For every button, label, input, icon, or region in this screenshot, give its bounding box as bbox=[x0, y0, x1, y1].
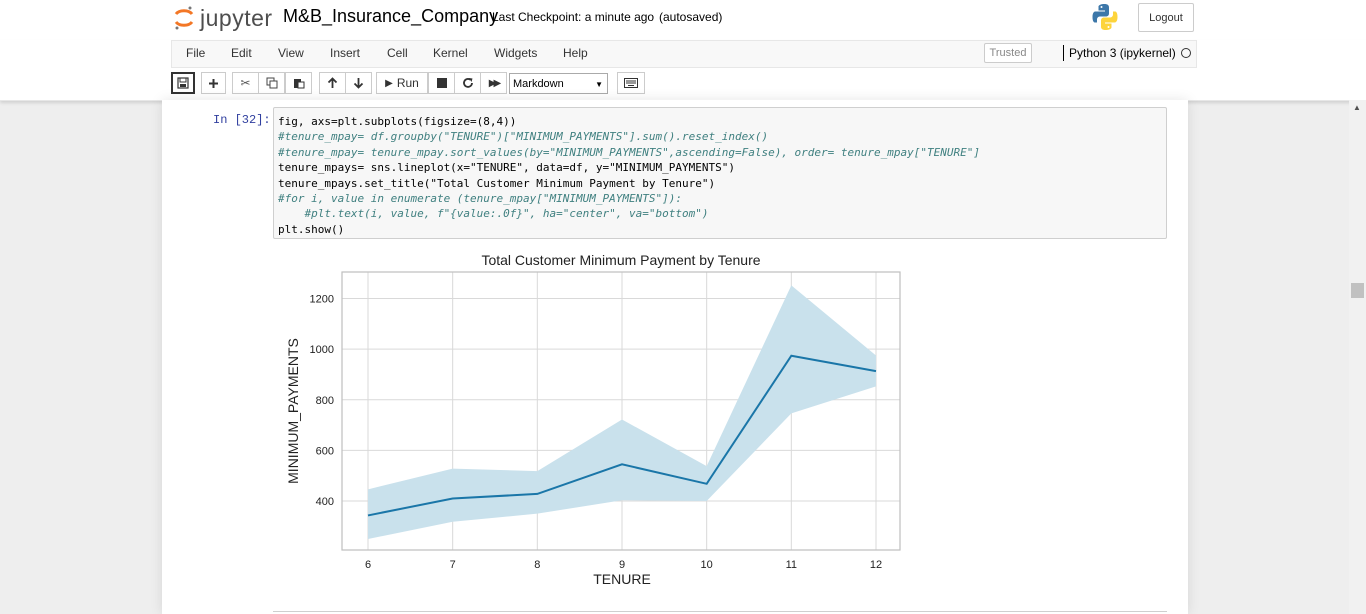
logo-text: jupyter bbox=[200, 4, 273, 31]
y-tick-label: 1200 bbox=[310, 294, 334, 306]
checkpoint-status: Last Checkpoint: a minute ago bbox=[492, 10, 655, 24]
scissors-icon: ✂ bbox=[240, 76, 251, 90]
code-cell-input[interactable]: fig, axs=plt.subplots(figsize=(8,4)) #te… bbox=[273, 107, 1167, 239]
code-line-6: #for i, value in enumerate (tenure_mpay[… bbox=[278, 192, 682, 206]
code-line-3: #tenure_mpay= tenure_mpay.sort_values(by… bbox=[278, 145, 980, 159]
x-tick-label: 10 bbox=[701, 559, 713, 571]
y-tick-label: 600 bbox=[316, 445, 334, 457]
insert-cell-button[interactable] bbox=[201, 72, 226, 94]
x-tick-label: 12 bbox=[870, 559, 882, 571]
save-icon bbox=[177, 77, 189, 89]
menu-widgets[interactable]: Widgets bbox=[494, 46, 538, 60]
code-line-8: plt.show() bbox=[278, 222, 345, 236]
menu-file[interactable]: File bbox=[186, 46, 206, 60]
cell-prompt: In [32]: bbox=[213, 113, 271, 127]
save-button[interactable] bbox=[171, 72, 195, 94]
stop-icon bbox=[436, 78, 447, 88]
run-label: Run bbox=[396, 76, 419, 90]
header: jupyter M&B_Insurance_Company Last Check… bbox=[0, 0, 1366, 40]
move-up-button[interactable] bbox=[319, 72, 346, 94]
code-line-7: #plt.text(i, value, f"{value:.0f}", ha="… bbox=[278, 207, 709, 221]
plot-frame bbox=[341, 271, 901, 551]
restart-button[interactable] bbox=[454, 72, 481, 94]
kernel-name[interactable]: Python 3 (ipykernel) bbox=[1069, 46, 1176, 60]
next-cell-border bbox=[273, 611, 1167, 612]
scrollbar-thumb[interactable] bbox=[1351, 283, 1364, 298]
cell-type-select[interactable]: Markdown ▼ bbox=[509, 73, 608, 94]
x-tick-label: 6 bbox=[365, 559, 371, 571]
chart-title: Total Customer Minimum Payment by Tenure bbox=[481, 252, 760, 268]
y-tick-label: 800 bbox=[316, 395, 334, 407]
jupyter-logo-icon bbox=[174, 6, 194, 30]
code-line-5: tenure_mpays.set_title("Total Customer M… bbox=[278, 176, 716, 190]
menu-kernel[interactable]: Kernel bbox=[433, 46, 468, 60]
y-tick-label: 400 bbox=[316, 496, 334, 508]
code-line-4: tenure_mpays= sns.lineplot(x="TENURE", d… bbox=[278, 161, 735, 175]
arrow-down-icon bbox=[353, 78, 364, 89]
menu-cell[interactable]: Cell bbox=[387, 46, 408, 60]
restart-run-all-button[interactable]: ▶▶ bbox=[480, 72, 507, 94]
kernel-idle-icon bbox=[1181, 48, 1191, 58]
play-icon: ▶ bbox=[385, 77, 393, 89]
paste-icon bbox=[293, 79, 304, 89]
menu-help[interactable]: Help bbox=[563, 46, 588, 60]
chevron-down-icon: ▼ bbox=[595, 80, 603, 89]
code-line-1: fig, axs=plt.subplots(figsize=(8,4)) bbox=[278, 115, 517, 128]
copy-button[interactable] bbox=[258, 72, 285, 94]
chart-output: 6 7 8 9 10 11 12 400 600 800 1000 1200 Total Custome… bbox=[285, 252, 901, 587]
command-palette-button[interactable] bbox=[617, 72, 645, 94]
x-tick-label: 7 bbox=[450, 559, 456, 571]
python-logo-icon bbox=[1092, 4, 1118, 30]
keyboard-icon bbox=[624, 78, 638, 88]
menu-edit[interactable]: Edit bbox=[231, 46, 252, 60]
kernel-separator bbox=[1063, 45, 1064, 61]
arrow-up-icon bbox=[327, 77, 338, 88]
autosave-status: (autosaved) bbox=[659, 10, 723, 24]
logout-button[interactable]: Logout bbox=[1138, 3, 1194, 32]
move-down-button[interactable] bbox=[345, 72, 372, 94]
restart-icon bbox=[462, 78, 473, 88]
menu-bar: File Edit View Insert Cell Kernel Widget… bbox=[171, 40, 1197, 68]
interrupt-button[interactable] bbox=[428, 72, 455, 94]
x-tick-label: 9 bbox=[619, 559, 625, 571]
menu-view[interactable]: View bbox=[278, 46, 304, 60]
paste-button[interactable] bbox=[285, 72, 312, 94]
y-axis-label: MINIMUM_PAYMENTS bbox=[285, 338, 301, 484]
code-line-2: #tenure_mpay= df.groupby("TENURE")["MINI… bbox=[278, 130, 769, 144]
confidence-band bbox=[368, 285, 876, 539]
x-tick-label: 8 bbox=[534, 559, 540, 571]
x-axis-label: TENURE bbox=[593, 571, 651, 587]
scrollbar[interactable] bbox=[1349, 100, 1366, 614]
trusted-indicator[interactable]: Trusted bbox=[984, 43, 1032, 63]
fast-forward-icon: ▶▶ bbox=[488, 77, 502, 89]
x-tick-label: 11 bbox=[786, 559, 797, 571]
series-line bbox=[367, 354, 877, 517]
run-button[interactable]: ▶ Run bbox=[376, 72, 428, 94]
cell-type-value: Markdown bbox=[513, 77, 564, 90]
menu-insert[interactable]: Insert bbox=[330, 46, 361, 60]
copy-icon bbox=[266, 77, 277, 89]
plus-icon bbox=[209, 78, 218, 88]
cut-button[interactable]: ✂ bbox=[232, 72, 259, 94]
notebook-title[interactable]: M&B_Insurance_Company bbox=[283, 6, 499, 26]
jupyter-logo[interactable]: jupyter bbox=[174, 3, 273, 33]
y-tick-label: 1000 bbox=[310, 344, 334, 356]
scroll-up-arrow-icon[interactable]: ▲ bbox=[1353, 103, 1361, 112]
